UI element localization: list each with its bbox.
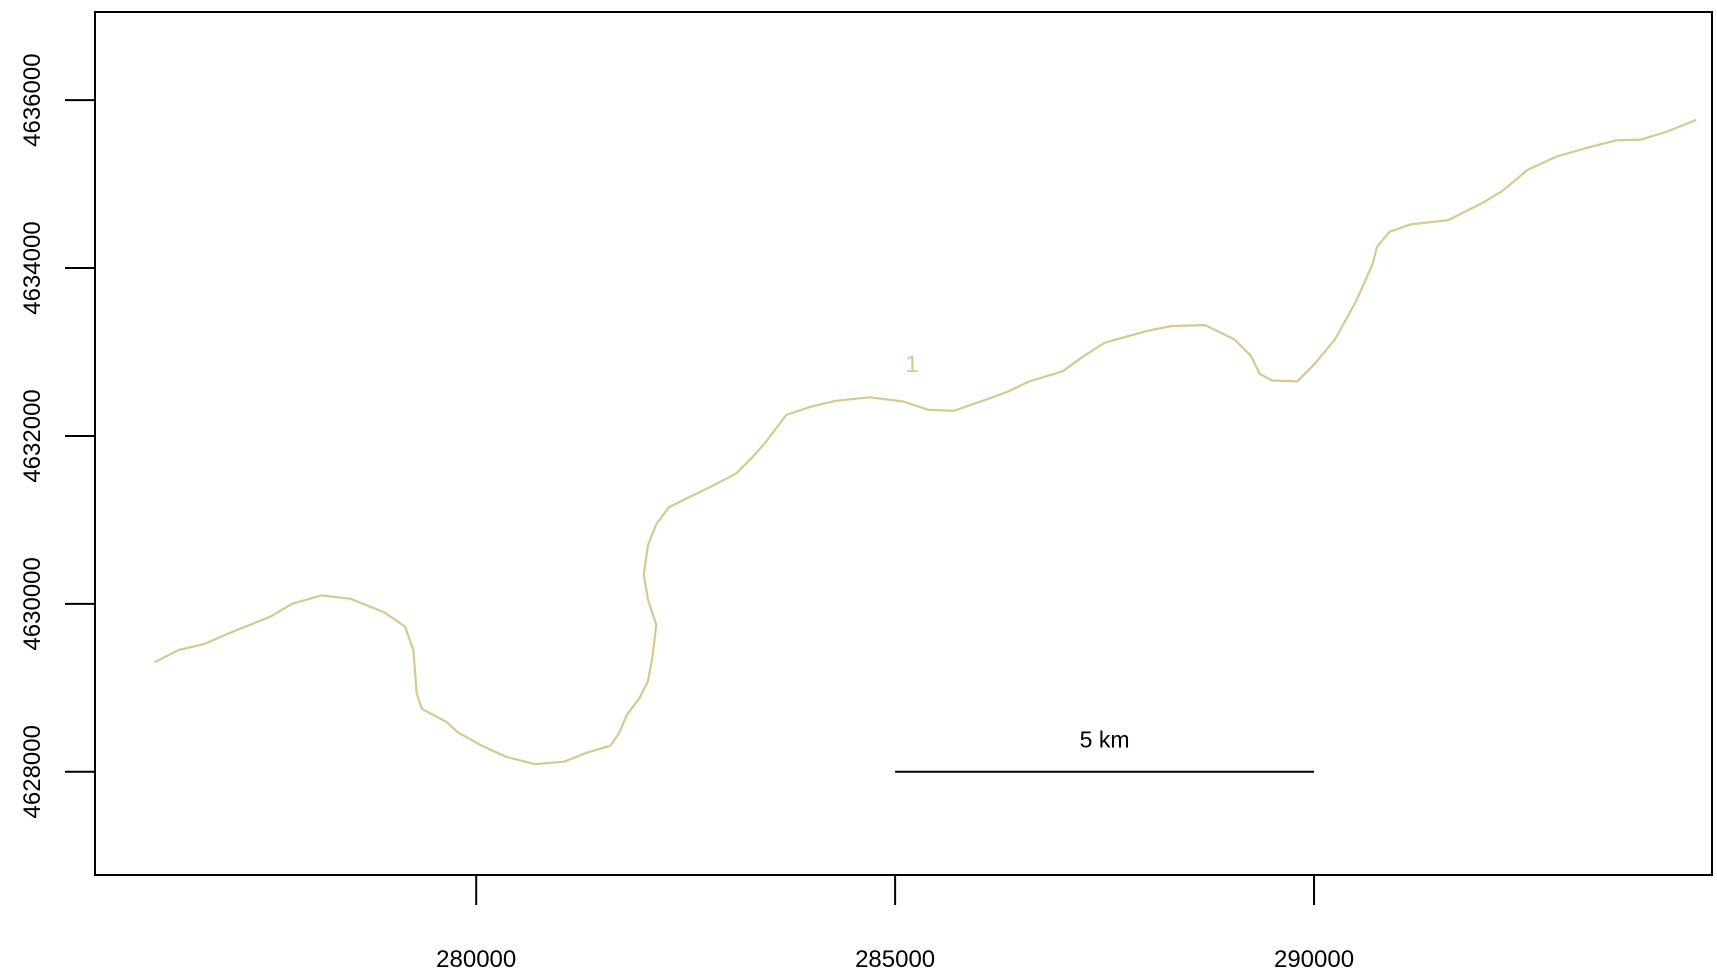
y-tick-label: 4636000 — [19, 53, 46, 146]
feature-label: 1 — [905, 351, 918, 378]
x-tick-label: 290000 — [1274, 946, 1354, 973]
y-tick-label: 4634000 — [19, 221, 46, 314]
y-tick-label: 4628000 — [19, 725, 46, 818]
y-tick-label: 4630000 — [19, 557, 46, 650]
scale-bar-label: 5 km — [1080, 727, 1130, 753]
x-tick-label: 285000 — [855, 946, 935, 973]
y-axis: 4628000 4630000 4632000 4634000 4636000 — [19, 53, 95, 818]
scale-bar: 5 km — [895, 727, 1315, 773]
series-layer — [154, 119, 1697, 766]
plot-frame — [94, 11, 1713, 876]
y-tick-label: 4632000 — [19, 389, 46, 482]
x-axis: 280000 285000 290000 — [436, 875, 1354, 973]
annotation-layer: 1 — [905, 351, 918, 378]
x-tick-label: 280000 — [436, 946, 516, 973]
river-line — [154, 119, 1697, 766]
